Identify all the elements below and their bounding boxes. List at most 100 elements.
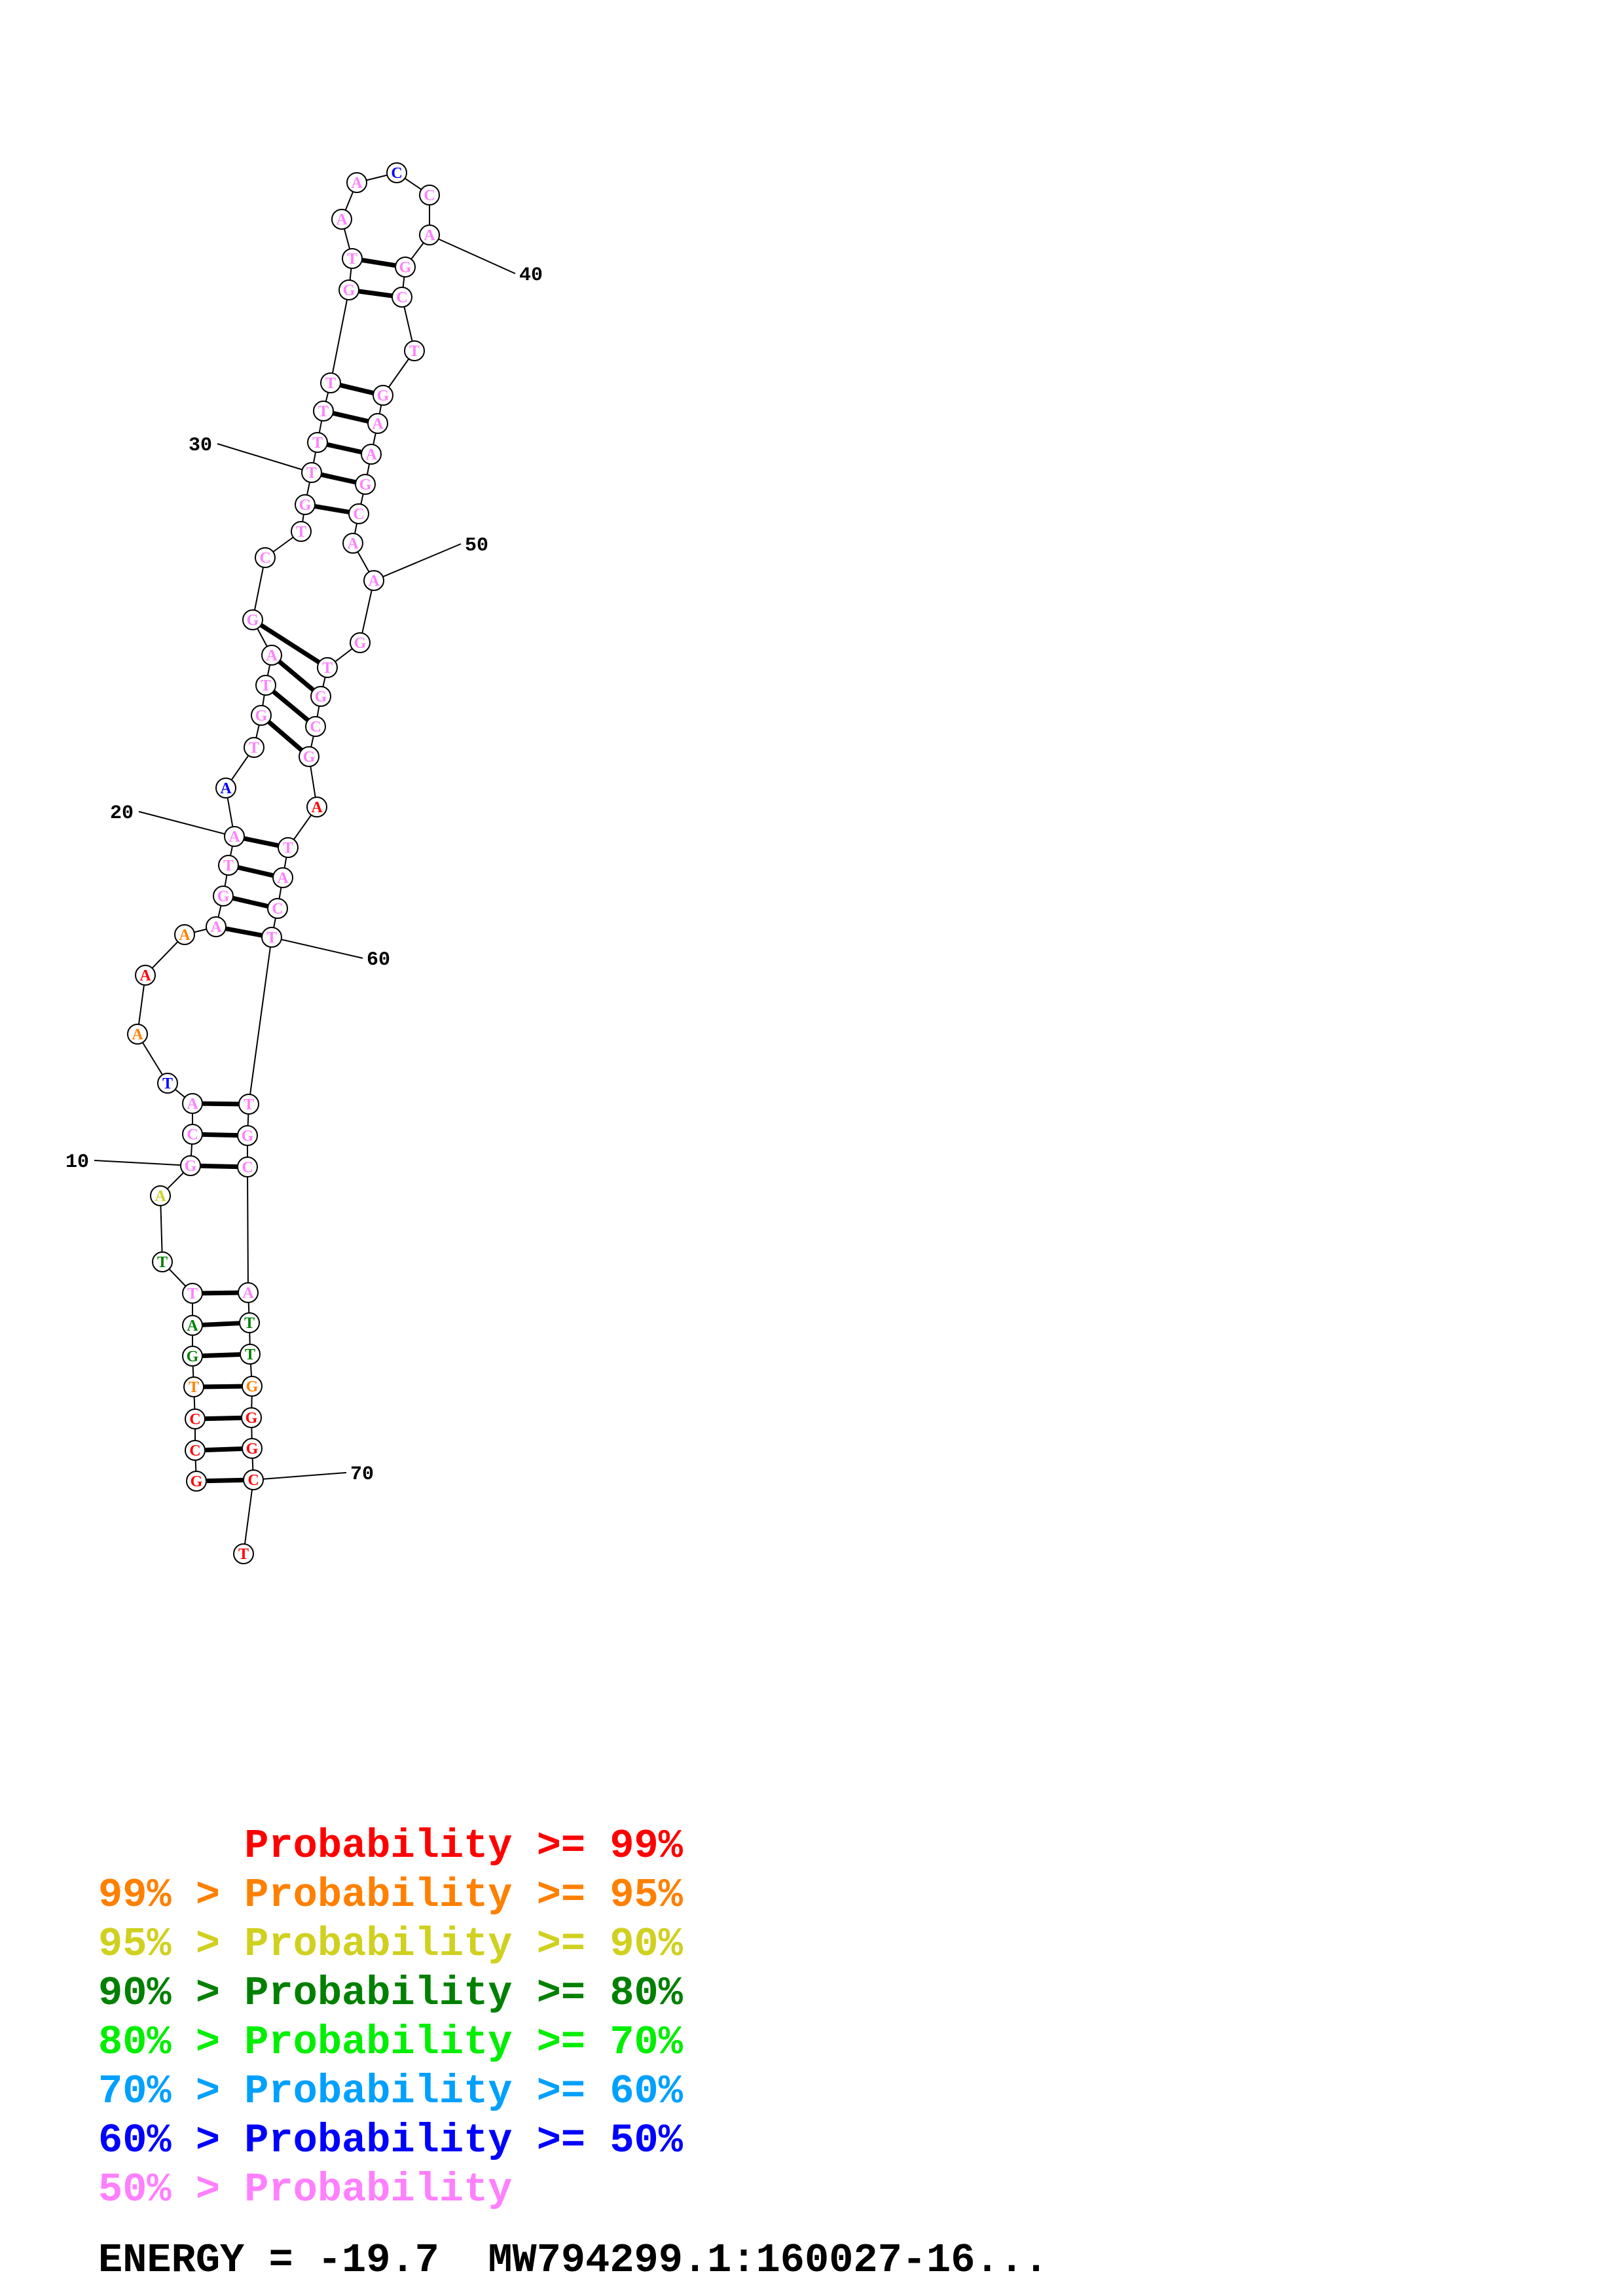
nucleotide-20: A [224,826,245,847]
energy-value: ENERGY = -19.7 [98,2237,439,2284]
nucleotide-base: A [336,211,348,228]
nucleotide-base: G [185,1158,197,1175]
base-pair-bond [326,442,363,455]
nucleotide-base: G [187,1348,199,1365]
nucleotide-base: C [187,1126,198,1143]
nucleotide-circle [182,1315,203,1336]
base-pair-bond [361,257,396,268]
nucleotide-circle [320,372,341,393]
base-pair-bond [332,410,369,424]
nucleotide-base: T [244,1315,255,1332]
base-pair-bond [237,865,274,878]
nucleotide-circle [224,826,245,847]
nucleotide-34: G [338,279,359,300]
nucleotide-base: G [315,689,327,706]
nucleotide-circle [404,340,425,361]
nucleotide-circle [348,503,369,524]
nucleotide-circle [278,837,299,858]
nucleotide-circle [242,1438,263,1459]
base-pair-bond [232,895,269,909]
nucleotide-2: C [185,1440,206,1461]
position-label: 10 [65,1151,89,1174]
nucleotide-circle [367,413,388,434]
nucleotide-circle [183,1376,204,1397]
nucleotide-circle [255,547,276,568]
nucleotide-base: T [187,1285,198,1302]
position-tick [429,234,516,274]
nucleotide-base: A [242,1285,254,1302]
nucleotide-5: G [182,1346,203,1367]
backbone-link [243,1479,254,1554]
nucleotide-base: A [424,227,435,244]
nucleotide-71: T [233,1543,254,1564]
nucleotide-circle [242,1376,263,1397]
nucleotide-38: C [386,162,407,183]
nucleotide-base: G [399,259,412,276]
legend-line-ge60: 70% > Probability >= 60% [98,2068,683,2115]
legend-line-ge95: 99% > Probability >= 95% [98,1872,683,1918]
nucleotide-43: T [404,340,425,361]
nucleotide-base: A [210,919,222,936]
nucleotide-54: C [305,716,326,737]
legend-line-ge90: 95% > Probability >= 90% [98,1921,683,1967]
nucleotide-base: A [187,1318,198,1335]
nucleotide-58: A [272,867,293,888]
nucleotide-circle [135,965,156,986]
nucleotide-53: G [310,686,331,707]
position-tick [271,937,363,959]
nucleotide-42: C [392,287,412,308]
nucleotide-12: A [182,1093,203,1114]
nucleotide-circle [301,462,322,483]
nucleotide-circle [373,385,393,406]
position-tick [94,1160,191,1166]
nucleotide-circle [182,1346,203,1367]
nucleotide-base: C [247,1472,259,1489]
base-pair-bond [202,1132,238,1138]
nucleotide-base: T [223,857,234,874]
nucleotide-10: G [180,1155,201,1176]
legend-line-ge99: Probability >= 99% [98,1823,683,1869]
energy-footer: ENERGY = -19.7 MW794299.1:160027-16... [98,2237,1048,2284]
position-label: 60 [367,949,390,971]
nucleotide-56: A [306,797,327,817]
nucleotide-61: T [238,1094,259,1115]
nucleotide-62: G [237,1125,258,1146]
nucleotide-39: C [419,185,440,206]
nucleotide-base: T [189,1379,199,1396]
backbone-link [359,580,374,643]
nucleotide-4: T [183,1376,204,1397]
nucleotide-63: C [237,1157,258,1177]
nucleotide-base: A [220,780,232,797]
nucleotide-base: T [318,403,329,420]
nucleotide-33: T [320,372,341,393]
nucleotide-36: A [331,209,352,230]
nucleotide-25: A [261,645,282,666]
nucleotide-26: G [242,609,263,630]
base-pair-bond [267,720,303,752]
nucleotide-49: A [342,533,363,554]
nucleotide-3: C [185,1408,206,1429]
base-pair-bond [202,1101,240,1107]
nucleotide-circle [261,645,282,666]
nucleotide-base: T [238,1546,249,1563]
nucleotide-circle [182,1124,203,1145]
nucleotide-50: A [363,570,384,591]
nucleotide-base: C [310,719,321,736]
nucleotide-35: T [342,248,363,269]
base-pair-bond [259,623,321,664]
nucleotide-circle [244,737,264,758]
nucleotide-base: G [217,888,230,905]
nucleotide-circle [218,855,239,876]
nucleotide-circle [305,716,326,737]
legend-line-ge50: 60% > Probability >= 50% [98,2117,683,2164]
nucleotide-circle [157,1073,178,1094]
nucleotide-57: T [278,837,299,858]
nucleotide-base: A [187,1096,198,1113]
nucleotide-base: A [132,1026,143,1043]
nucleotide-52: T [317,657,338,678]
nucleotide-circle [342,248,363,269]
nucleotide-base: G [246,1410,258,1427]
nucleotide-circle [174,924,195,945]
nucleotide-base: T [296,524,306,541]
